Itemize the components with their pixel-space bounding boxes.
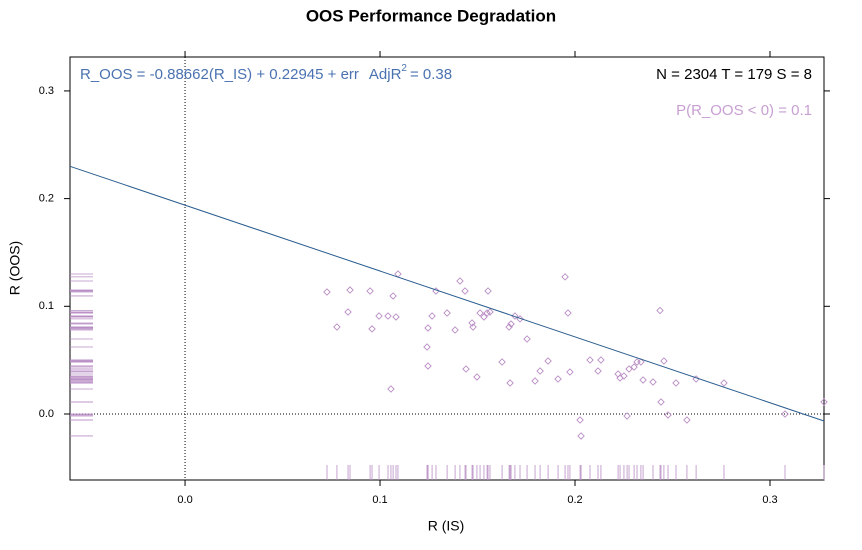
plot-frame bbox=[69, 56, 825, 481]
adj-r2-sup: 2 bbox=[401, 63, 407, 74]
x-tick-label: 0.1 bbox=[372, 494, 387, 506]
point bbox=[387, 385, 395, 393]
point bbox=[483, 309, 491, 317]
point bbox=[566, 368, 574, 376]
x-axis-label: R (IS) bbox=[428, 518, 465, 534]
counts: N = 2304 T = 179 S = 8 bbox=[656, 66, 812, 83]
point bbox=[346, 286, 354, 294]
y-axis-label: R (OOS) bbox=[7, 241, 23, 295]
point bbox=[366, 287, 374, 295]
point bbox=[507, 320, 515, 328]
point bbox=[392, 313, 400, 321]
adj-r2-value: = 0.38 bbox=[410, 66, 452, 83]
point bbox=[344, 308, 352, 316]
point bbox=[637, 358, 645, 366]
y-tick-label: 0.0 bbox=[39, 408, 54, 420]
point bbox=[781, 410, 789, 418]
point bbox=[428, 312, 436, 320]
point bbox=[561, 273, 569, 281]
adj-r2-label: AdjR bbox=[369, 66, 402, 83]
point bbox=[616, 374, 624, 382]
point bbox=[424, 362, 432, 370]
point bbox=[456, 277, 464, 285]
point bbox=[505, 323, 513, 331]
equation-text: R_OOS = -0.88662(R_IS) + 0.22945 + err bbox=[80, 66, 359, 83]
point bbox=[506, 379, 514, 387]
point bbox=[443, 309, 451, 317]
point bbox=[480, 313, 488, 321]
point bbox=[486, 308, 494, 316]
point bbox=[639, 376, 647, 384]
point bbox=[660, 357, 668, 365]
x-tick-label: 0.0 bbox=[177, 494, 192, 506]
point bbox=[536, 367, 544, 375]
point bbox=[473, 373, 481, 381]
point bbox=[498, 358, 506, 366]
point bbox=[544, 357, 552, 365]
y-tick-label: 0.1 bbox=[39, 300, 54, 312]
point bbox=[469, 323, 477, 331]
fit-line bbox=[69, 165, 825, 422]
x-tick-label: 0.2 bbox=[567, 494, 582, 506]
point bbox=[630, 363, 638, 371]
point bbox=[423, 343, 431, 351]
point bbox=[625, 365, 633, 373]
point bbox=[384, 312, 392, 320]
point bbox=[531, 377, 539, 385]
point bbox=[333, 323, 341, 331]
point bbox=[577, 432, 585, 440]
point bbox=[657, 398, 665, 406]
probability: P(R_OOS < 0) = 0.1 bbox=[676, 102, 812, 119]
chart-title: OOS Performance Degradation bbox=[306, 6, 556, 25]
point bbox=[620, 372, 628, 380]
point bbox=[484, 287, 492, 295]
point bbox=[461, 287, 469, 295]
point bbox=[564, 309, 572, 317]
point bbox=[614, 370, 622, 378]
point bbox=[554, 375, 562, 383]
point bbox=[664, 411, 672, 419]
x-tick-label: 0.3 bbox=[762, 494, 777, 506]
point bbox=[649, 378, 657, 386]
point bbox=[394, 270, 402, 278]
point bbox=[623, 412, 631, 420]
point bbox=[451, 326, 459, 334]
equation: R_OOS = -0.88662(R_IS) + 0.22945 + err Ad… bbox=[80, 63, 452, 83]
point bbox=[683, 416, 691, 424]
y-tick-label: 0.2 bbox=[39, 193, 54, 205]
point bbox=[656, 306, 664, 315]
point bbox=[462, 365, 470, 373]
point bbox=[586, 356, 594, 364]
point bbox=[576, 416, 584, 424]
point bbox=[375, 312, 383, 320]
point bbox=[820, 398, 828, 406]
point bbox=[368, 325, 376, 333]
point bbox=[672, 379, 680, 387]
point bbox=[476, 309, 484, 317]
point bbox=[720, 379, 728, 387]
point bbox=[523, 335, 531, 343]
point bbox=[633, 358, 641, 366]
point bbox=[389, 292, 397, 300]
y-tick-label: 0.3 bbox=[39, 85, 54, 97]
point bbox=[424, 324, 432, 332]
point bbox=[323, 288, 331, 296]
point bbox=[594, 367, 602, 375]
point bbox=[597, 356, 605, 364]
